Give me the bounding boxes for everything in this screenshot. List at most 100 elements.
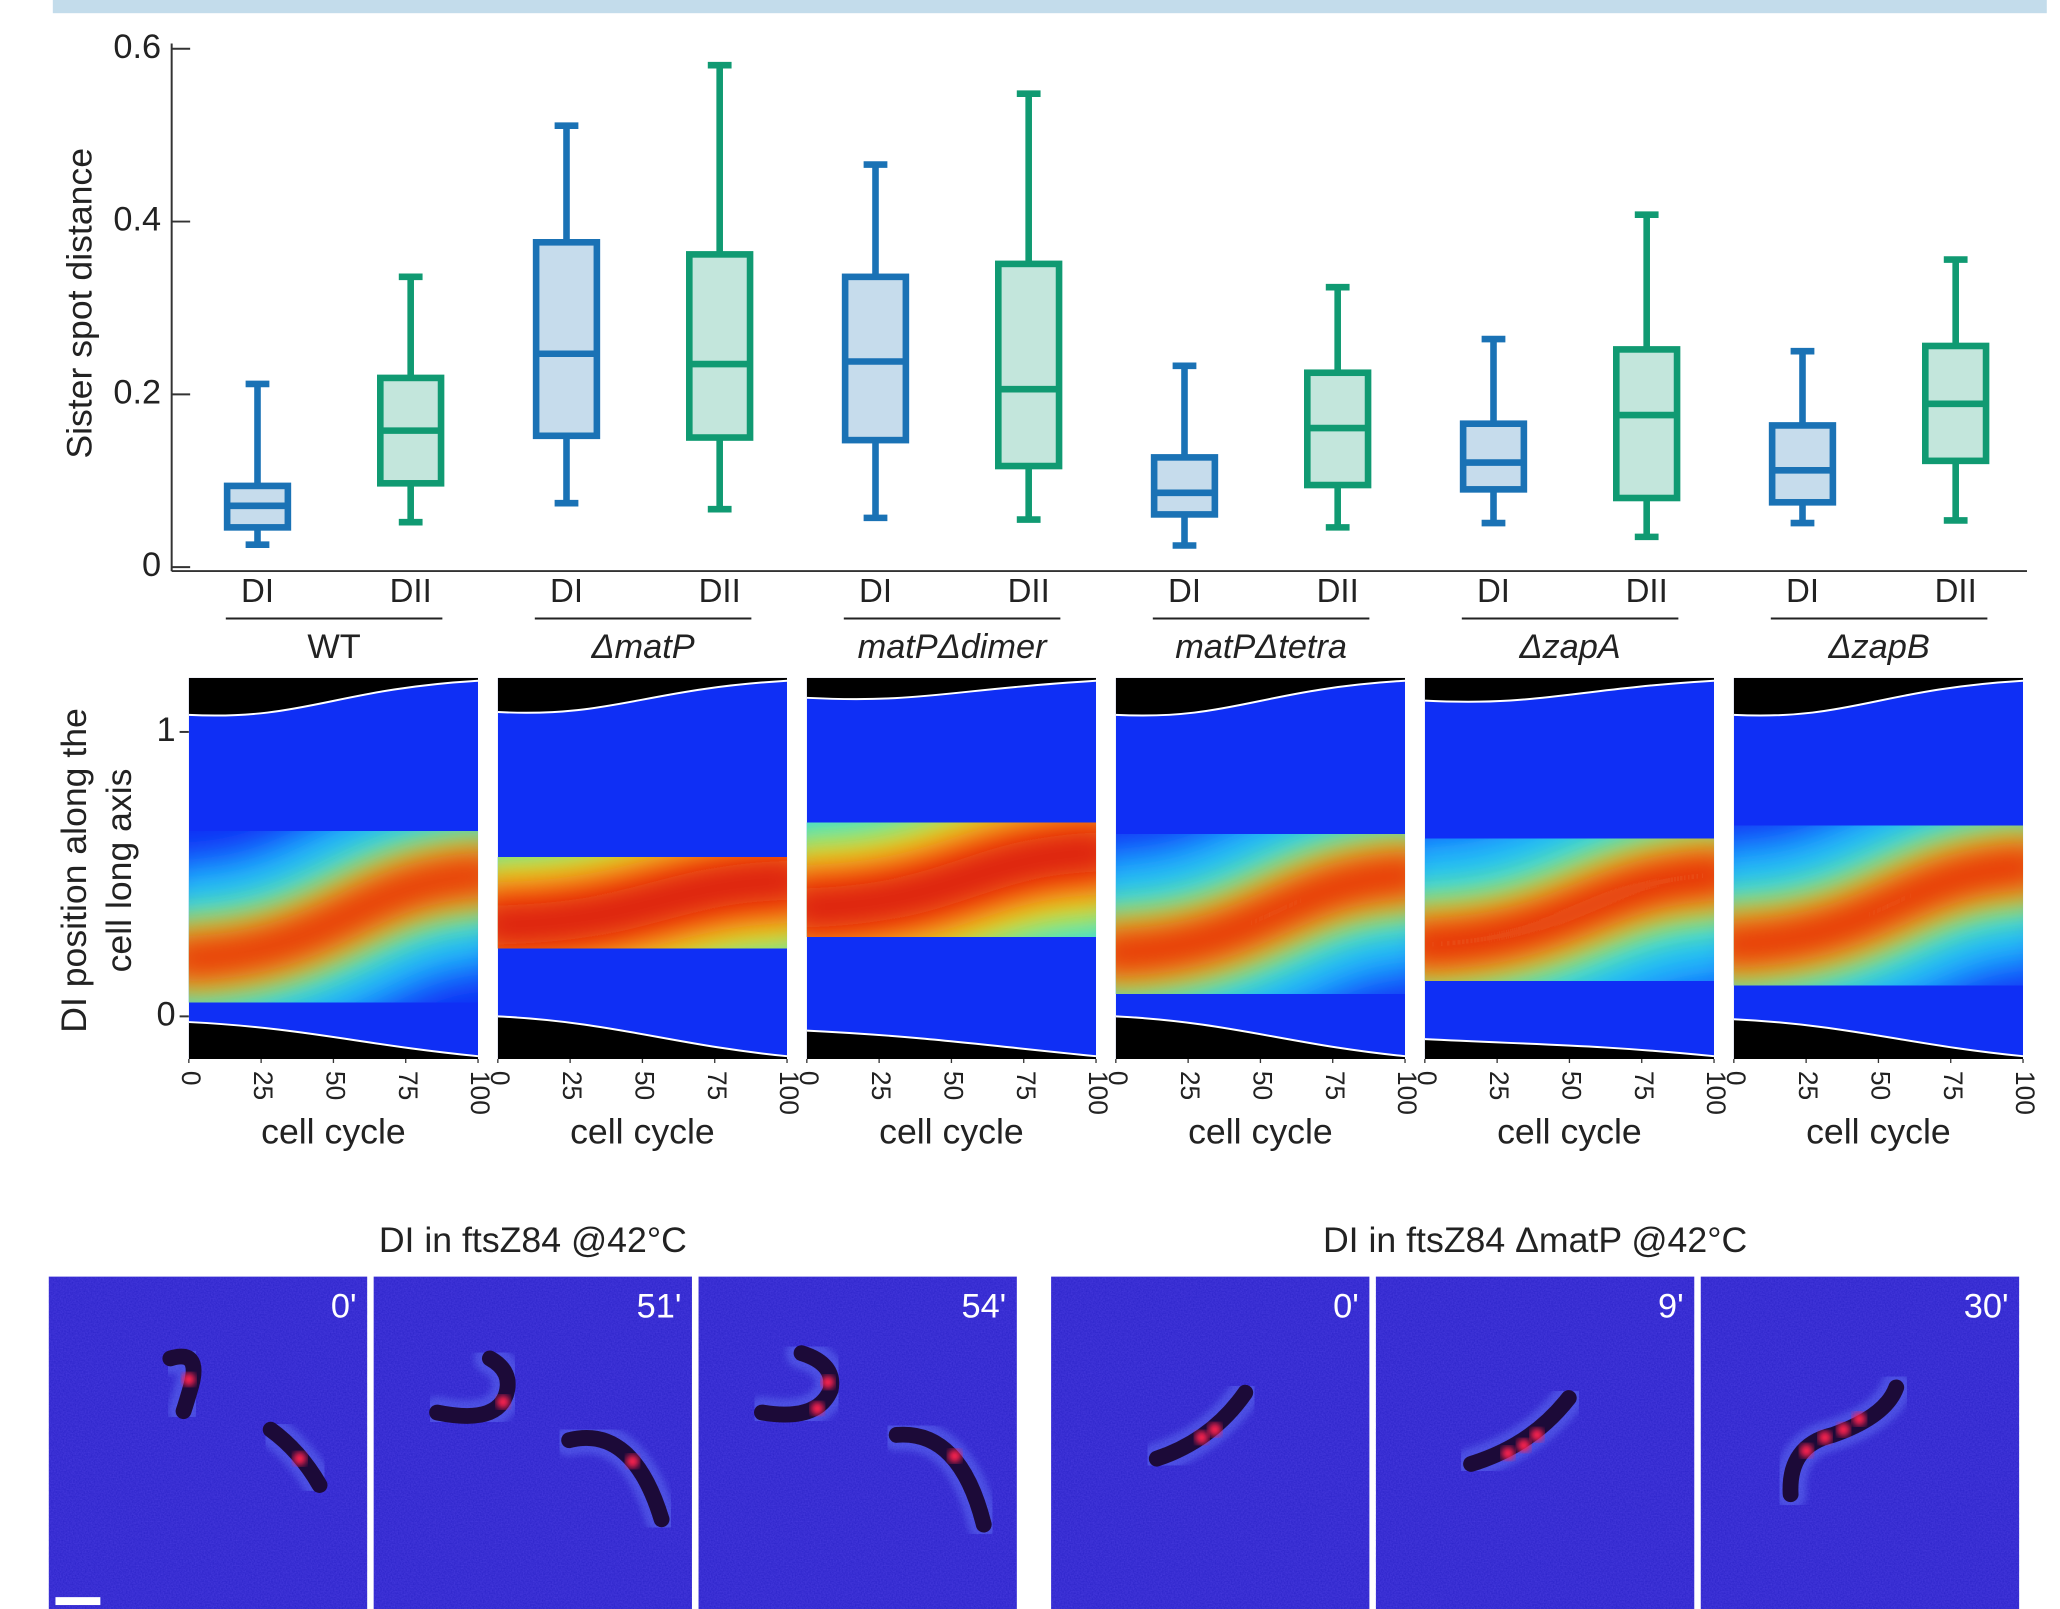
cell-outline [497,1015,788,1058]
y-tick-label: 0 [142,546,161,584]
fluorescent-spot [1836,1423,1851,1437]
heatmap-band [806,831,1097,928]
heatmap-panel [1424,677,1715,1060]
heatmap-band [1733,855,2024,956]
fluorescent-spot [1208,1423,1222,1437]
x-axis-label: cell cycle [261,1112,406,1152]
fluorescent-spot [1530,1428,1544,1442]
y-tick-label: 0.2 [113,373,161,411]
x-tick-label: 50 [629,1071,659,1100]
x-tick-label: 50 [1556,1071,1586,1100]
x-tick-label: 25 [866,1071,896,1100]
box [686,251,754,441]
y-axis-label: cell long axis [99,769,139,973]
cell-pole-region [188,1022,479,1060]
header-band [52,0,2047,14]
fluorescent-spot [293,1452,307,1466]
time-label: 0' [331,1287,357,1325]
micrograph: 51' [373,1276,692,1609]
x-axis-label: cell cycle [879,1112,1024,1152]
cell [561,1430,670,1528]
heatmap-band [497,860,788,946]
x-axis-label: cell cycle [1806,1112,1951,1152]
x-axis-label: cell cycle [1188,1112,1333,1152]
panel-title: DI in ftsZ84 ΔmatP @42°C [1323,1220,1747,1260]
micrograph: 9' [1375,1276,1695,1609]
micrograph: 0' [48,1276,368,1609]
fluorescent-spot [821,1375,835,1389]
group-label: matPΔtetra [1175,628,1347,666]
box [1150,454,1219,518]
box [532,239,601,440]
x-tick-label: 0 [1721,1071,1751,1086]
x-tick-label: 75 [1938,1071,1968,1100]
fluorescent-spot [625,1454,640,1468]
cell-pole-region [806,1030,1097,1060]
x-tick-label: 25 [557,1071,587,1100]
group-label: WT [307,628,360,666]
x-tick-label: 75 [702,1071,732,1100]
micrograph-noise [698,1276,1017,1609]
heatmap-panel [497,677,788,1060]
cell-pole-region [1424,1039,1715,1060]
x-tick-label: 50 [1865,1071,1895,1100]
group-label: ΔzapA [1518,628,1620,666]
x-tick-label: 0 [485,1071,515,1086]
x-tick-label: 75 [1629,1071,1659,1100]
micrograph: 54' [698,1276,1017,1609]
cell [1148,1384,1254,1467]
x-tick-label: 75 [1320,1071,1350,1100]
x-tick-label: 50 [938,1071,968,1100]
cell-pole-region [806,677,1097,700]
x-tick-label: 25 [1793,1071,1823,1100]
micrograph-noise [48,1276,368,1609]
group-label: ΔzapB [1827,628,1929,666]
x-tick-label: 100 [2010,1071,2040,1115]
micrograph: 30' [1700,1276,2020,1609]
fluorescent-spot [1852,1412,1866,1426]
fluorescent-spot [810,1401,824,1416]
cell-outline [1115,1015,1406,1058]
cell-outline [1424,679,1715,703]
series-label: DII [1008,572,1050,609]
heatmap-band [188,864,479,970]
y-tick-label: 0.4 [113,201,161,239]
cell-pole-region [1424,677,1715,702]
cell-outline [806,679,1097,701]
cell-outline [497,679,788,714]
x-tick-label: 100 [774,1071,804,1115]
cell [429,1350,516,1424]
heatmap-panel [806,677,1097,1060]
time-label: 51' [637,1287,682,1325]
x-tick-label: 100 [465,1071,495,1115]
heatmap-panel [1733,677,2024,1060]
cell-outline [1733,679,2024,717]
time-label: 54' [961,1287,1006,1325]
fluorescent-spot [1195,1430,1209,1445]
time-label: 30' [1964,1287,2009,1325]
series-label: DI [1168,572,1201,609]
series-label: DII [1626,572,1668,609]
series-label: DI [1477,572,1510,609]
x-tick-label: 25 [248,1071,278,1100]
cell [1782,1379,1905,1503]
x-tick-label: 50 [1247,1071,1277,1100]
series-label: DII [390,572,432,609]
group-label: ΔmatP [591,628,695,666]
x-tick-label: 75 [1011,1071,1041,1100]
heatmap-band [1115,863,1406,965]
x-axis-label: cell cycle [1497,1112,1642,1152]
x-tick-label: 0 [176,1071,206,1086]
x-tick-label: 0 [1103,1071,1133,1086]
scale-bar [55,1597,101,1606]
fluorescent-spot [948,1449,962,1463]
x-axis-label: cell cycle [570,1112,715,1152]
y-tick-label: 1 [157,711,176,749]
cell-pole-region [497,1016,788,1060]
fluorescent-spot [1818,1430,1832,1445]
cell-outline [806,1029,1097,1058]
fluorescent-spot [182,1372,196,1387]
series-label: DI [859,572,892,609]
series-label: DII [1317,572,1359,609]
